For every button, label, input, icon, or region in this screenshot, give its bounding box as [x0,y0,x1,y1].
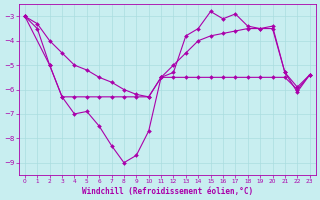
X-axis label: Windchill (Refroidissement éolien,°C): Windchill (Refroidissement éolien,°C) [82,187,253,196]
